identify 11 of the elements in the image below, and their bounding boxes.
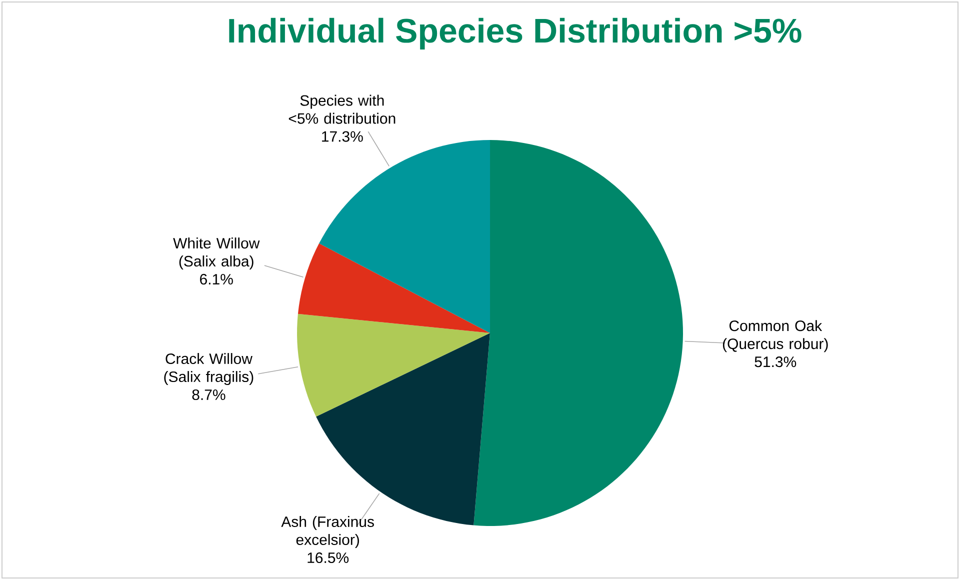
data-label: 16.5% (308, 552, 349, 564)
slice-label: Species with <5% distribution (288, 94, 396, 124)
data-label: 6.1% (200, 274, 233, 285)
slice-label: White Willow (Salix alba) (173, 238, 260, 270)
data-label: 17.3% (322, 131, 363, 142)
slice-label: Crack Willow (Salix fragilis) (164, 353, 254, 386)
chart-title: Individual Species Distribution >5% (229, 18, 802, 50)
slice-label: Ash (Fraxinus excelsior) (281, 516, 374, 548)
data-label: 51.3% (754, 356, 796, 368)
data-label: 8.7% (192, 389, 226, 400)
slice-label: Common Oak (Quercus robur) (722, 320, 828, 352)
